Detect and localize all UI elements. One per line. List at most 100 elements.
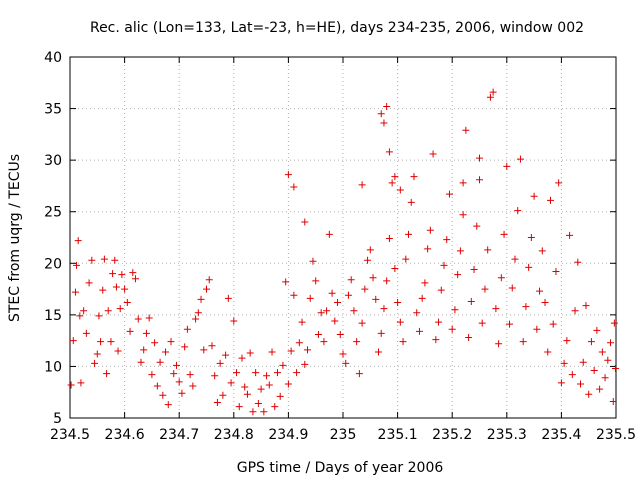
data-point (287, 347, 295, 355)
data-point (492, 305, 500, 313)
data-point (465, 334, 473, 342)
data-point (587, 338, 595, 346)
data-point (129, 269, 137, 277)
data-point (418, 294, 426, 302)
data-point (323, 307, 331, 315)
data-point (317, 309, 325, 317)
data-point (503, 162, 511, 170)
data-point (167, 338, 175, 346)
data-point (424, 245, 432, 253)
data-point (593, 326, 601, 334)
data-point (114, 347, 122, 355)
data-point (279, 361, 287, 369)
data-point (481, 285, 489, 293)
data-point (342, 359, 350, 367)
data-point (205, 276, 213, 284)
data-point (396, 186, 404, 194)
data-point (104, 307, 112, 315)
data-point (415, 327, 423, 335)
data-point (385, 148, 393, 156)
data-point (355, 370, 363, 378)
data-point (112, 283, 120, 291)
data-point (76, 312, 84, 320)
y-tick-label: 10 (44, 359, 62, 375)
data-point (334, 298, 342, 306)
data-point (194, 309, 202, 317)
y-tick-label: 20 (44, 256, 62, 272)
y-axis-label: STEC from uqrg / TECUs (7, 154, 23, 322)
data-point (219, 391, 227, 399)
data-point (391, 264, 399, 272)
data-point (426, 226, 434, 234)
data-point (295, 339, 303, 347)
data-point (377, 110, 385, 118)
data-point (391, 173, 399, 181)
data-point (525, 263, 533, 271)
data-point (609, 397, 617, 405)
data-point (549, 320, 557, 328)
data-point (235, 403, 243, 411)
data-point (309, 257, 317, 265)
data-point (489, 88, 497, 96)
data-point (162, 348, 170, 356)
data-point (506, 320, 514, 328)
data-point (350, 307, 358, 315)
data-point (331, 317, 339, 325)
data-point (290, 183, 298, 191)
x-tick-labels: 234.5 234.6 234.7 234.8 234.9 235 235.1 235.2 23… (50, 427, 636, 443)
data-point (432, 336, 440, 344)
data-point (175, 378, 183, 386)
data-point (134, 315, 142, 323)
data-point (611, 364, 619, 372)
data-point (156, 358, 164, 366)
data-point (407, 198, 415, 206)
data-point (328, 289, 336, 297)
data-point (82, 329, 90, 337)
data-point (123, 298, 131, 306)
data-point (413, 309, 421, 317)
data-point (421, 279, 429, 287)
x-tick-label: 234.7 (159, 427, 199, 443)
data-point (533, 325, 541, 333)
data-point (100, 255, 108, 263)
grid-lines (70, 57, 616, 418)
data-point (544, 348, 552, 356)
data-point (159, 391, 167, 399)
data-point (276, 392, 284, 400)
data-point (476, 154, 483, 162)
data-point (200, 346, 208, 354)
data-point (516, 155, 524, 163)
data-point (601, 374, 609, 382)
data-point (437, 286, 445, 294)
data-point (230, 317, 238, 325)
data-point (298, 318, 306, 326)
data-point (301, 218, 309, 226)
data-point (511, 255, 519, 263)
data-point (260, 408, 268, 416)
data-point (374, 348, 382, 356)
data-point (88, 256, 96, 264)
data-point (268, 348, 276, 356)
data-point (85, 279, 93, 287)
data-point (67, 381, 75, 389)
data-point (514, 207, 522, 215)
axis-ticks (69, 56, 617, 419)
data-point (271, 403, 279, 411)
data-point (140, 346, 148, 354)
data-point (192, 315, 200, 323)
data-point (91, 359, 99, 367)
data-point (429, 150, 437, 158)
data-point (358, 181, 366, 189)
data-point (484, 246, 492, 254)
data-point (579, 358, 587, 366)
x-tick-label: 235.4 (541, 427, 581, 443)
data-point (383, 103, 391, 111)
data-point (246, 349, 254, 357)
data-point (282, 278, 290, 286)
data-point (495, 340, 503, 348)
x-tick-label: 235.1 (378, 427, 418, 443)
data-point (95, 312, 103, 320)
data-point (410, 173, 418, 181)
data-point (560, 359, 568, 367)
data-point (238, 354, 246, 362)
